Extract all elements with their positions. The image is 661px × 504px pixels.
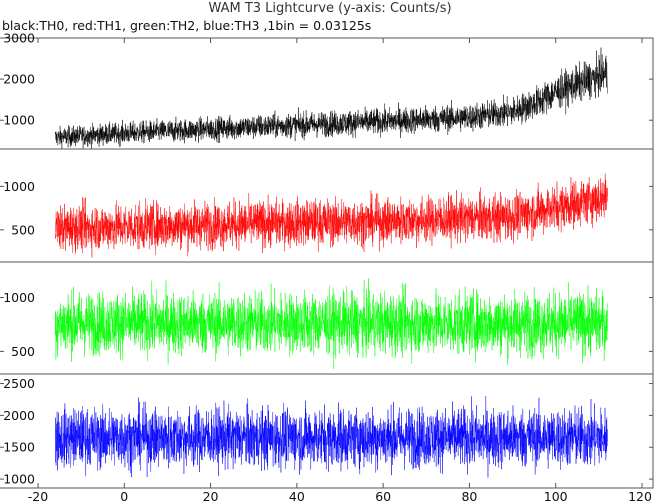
x-tick-label: 100 (544, 489, 568, 504)
y-tick-label: 1000 (3, 472, 35, 487)
y-tick-label: 1000 (3, 179, 35, 194)
y-tick-label: 1000 (3, 113, 35, 128)
panel-th3: 1000 1500 2000 2500 (0, 373, 654, 489)
panel-frame (0, 373, 654, 489)
x-tick-label: 20 (203, 489, 219, 504)
panel-th1: 500 1000 (0, 148, 654, 263)
y-tick-label: 2000 (3, 408, 35, 423)
y-tick-label: 2000 (3, 72, 35, 87)
panels-group: 1000 2000 3000 500 1000 500 1000 1000 1500 2000 25… (0, 31, 654, 489)
series-line-th1 (55, 173, 608, 258)
y-tick-label: 3000 (3, 31, 35, 46)
chart-title: WAM T3 Lightcurve (y-axis: Counts/s) (208, 1, 451, 16)
y-tick-label: 500 (11, 222, 35, 237)
x-tick-label: 80 (461, 489, 477, 504)
x-tick-label: 40 (289, 489, 305, 504)
chart-subtitle: black:TH0, red:TH1, green:TH2, blue:TH3 … (2, 18, 371, 33)
series-line-th0 (55, 47, 608, 149)
series-line-th3 (55, 396, 608, 478)
x-tick-label: -20 (28, 489, 48, 504)
series-line-th2 (55, 278, 608, 369)
y-tick-label: 1000 (3, 290, 35, 305)
y-tick-label: 1500 (3, 440, 35, 455)
x-tick-label: 120 (628, 489, 652, 504)
x-tick-label: 0 (120, 489, 128, 504)
y-tick-label: 500 (11, 344, 35, 359)
y-tick-label: 2500 (3, 376, 35, 391)
x-tick-label: 60 (375, 489, 391, 504)
x-axis: -20 0 20 40 60 80 100 120 (28, 38, 652, 504)
